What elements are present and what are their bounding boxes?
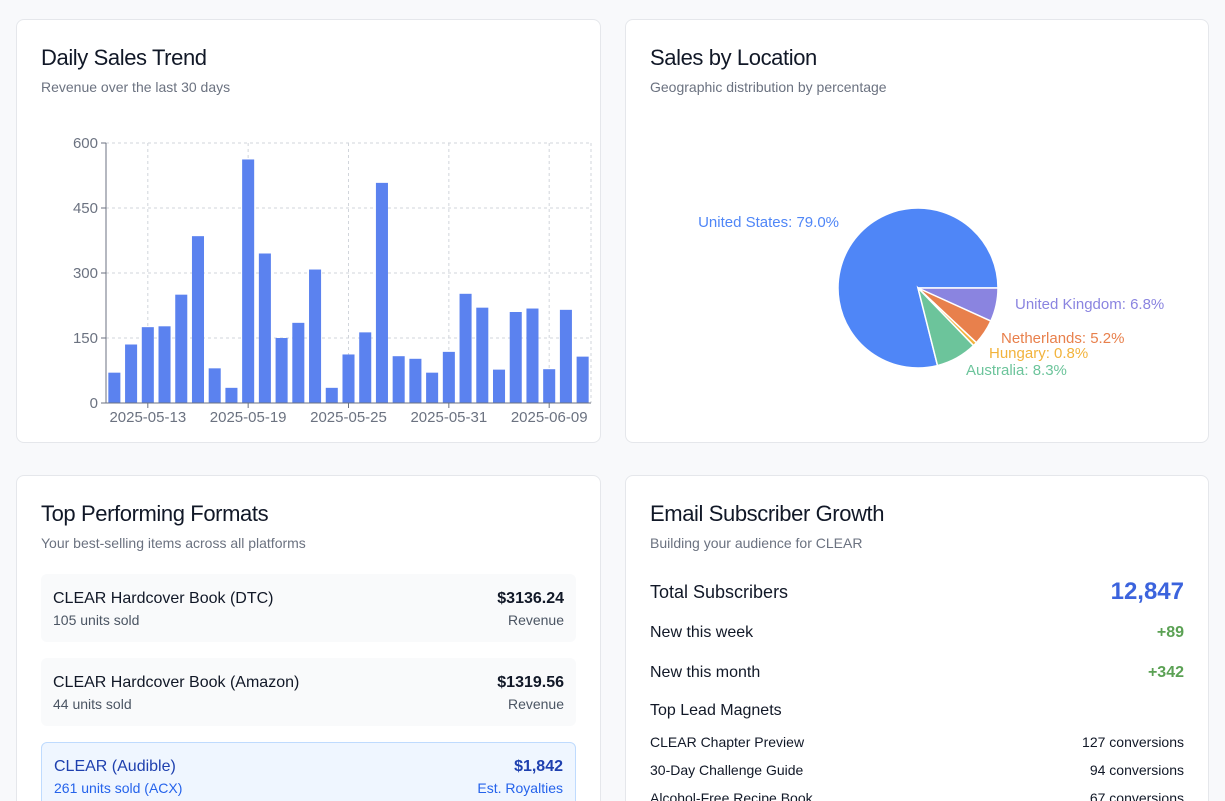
bar (476, 307, 489, 403)
format-amount: $1,842 (514, 758, 563, 775)
format-amount: $1319.56 (497, 674, 564, 691)
format-item[interactable]: CLEAR Hardcover Book (DTC) 105 units sol… (41, 574, 576, 642)
y-tick-label: 450 (73, 200, 98, 217)
email-subscriber-growth-card: Email Subscriber Growth Building your au… (625, 475, 1209, 801)
bar (459, 293, 472, 403)
bar (175, 294, 188, 403)
total-subscribers-label: Total Subscribers (650, 581, 789, 602)
bar (125, 344, 138, 403)
x-tick-label: 2025-05-13 (109, 409, 186, 426)
format-item[interactable]: CLEAR Hardcover Book (Amazon) 44 units s… (41, 658, 576, 726)
bar (559, 309, 572, 403)
format-amount: $3136.24 (497, 590, 564, 607)
card-title: Sales by Location (650, 45, 817, 70)
format-name: CLEAR Hardcover Book (Amazon) (53, 674, 300, 691)
bar (342, 354, 355, 403)
new-this-month-row: New this month +342 (650, 664, 1184, 682)
y-tick-label: 300 (73, 265, 98, 282)
bar (359, 332, 372, 403)
pie-slice-label: Hungary: 0.8% (989, 345, 1088, 362)
new-this-week-row: New this week +89 (650, 624, 1184, 642)
card-title: Email Subscriber Growth (650, 501, 885, 526)
new-this-month-value: +342 (1147, 664, 1184, 681)
lead-magnet-conversions: 127 conversions (1082, 734, 1184, 750)
pie-slice-label: United States: 79.0% (698, 214, 839, 231)
card-subtitle: Your best-selling items across all platf… (41, 535, 306, 551)
format-list: CLEAR Hardcover Book (DTC) 105 units sol… (41, 574, 576, 801)
bar (492, 369, 506, 403)
top-formats-card: Top Performing Formats Your best-selling… (16, 475, 601, 801)
bar (509, 312, 522, 403)
bar (292, 322, 305, 403)
lead-magnet-row: Alcohol-Free Recipe Book 67 conversions (650, 790, 1184, 801)
format-units: 44 units sold (53, 696, 132, 712)
card-subtitle: Building your audience for CLEAR (650, 535, 863, 551)
bar (426, 372, 439, 403)
card-subtitle: Geographic distribution by percentage (650, 79, 887, 95)
x-tick-label: 2025-05-25 (310, 409, 387, 426)
bar (543, 369, 556, 403)
bar (392, 356, 405, 403)
bar (325, 387, 338, 403)
bar (526, 308, 539, 403)
x-tick-label: 2025-05-19 (210, 409, 287, 426)
bar (191, 236, 205, 403)
pie-slice-label: Netherlands: 5.2% (1001, 330, 1124, 347)
format-units: 105 units sold (53, 612, 140, 628)
format-units: 261 units sold (ACX) (54, 780, 183, 796)
y-tick-label: 0 (90, 395, 98, 412)
bar (258, 253, 271, 403)
lead-magnet-row: CLEAR Chapter Preview 127 conversions (650, 734, 1184, 750)
format-amount-label: Revenue (507, 612, 564, 628)
bar (108, 372, 121, 403)
total-subscribers-row: Total Subscribers 12,847 (650, 578, 1184, 606)
card-title: Top Performing Formats (41, 501, 269, 526)
format-item-highlighted[interactable]: CLEAR (Audible) 261 units sold (ACX) $1,… (41, 742, 576, 801)
lead-magnet-conversions: 94 conversions (1089, 762, 1184, 778)
x-tick-label: 2025-06-09 (511, 409, 588, 426)
format-name: CLEAR (Audible) (54, 758, 176, 775)
x-tick-label: 2025-05-31 (410, 409, 487, 426)
lead-magnet-name: Alcohol-Free Recipe Book (650, 790, 813, 801)
format-name: CLEAR Hardcover Book (DTC) (53, 590, 274, 607)
total-subscribers-value: 12,847 (1110, 578, 1184, 605)
new-this-month-label: New this month (650, 664, 761, 681)
lead-magnet-name: 30-Day Challenge Guide (650, 762, 804, 778)
lead-magnets-title: Top Lead Magnets (650, 702, 782, 719)
bar (275, 338, 288, 403)
pie-slice-label: Australia: 8.3% (966, 362, 1067, 379)
bar (375, 182, 388, 403)
bar (242, 159, 255, 403)
bar (409, 358, 422, 403)
lead-magnet-row: 30-Day Challenge Guide 94 conversions (650, 762, 1184, 778)
new-this-week-value: +89 (1156, 624, 1184, 641)
lead-magnets-list: CLEAR Chapter Preview 127 conversions 30… (650, 734, 1184, 801)
pie-slice-label: United Kingdom: 6.8% (1015, 296, 1164, 313)
pie-slice (916, 285, 975, 367)
lead-magnet-conversions: 67 conversions (1089, 790, 1184, 801)
card-subtitle: Revenue over the last 30 days (41, 79, 231, 95)
y-tick-label: 150 (73, 330, 98, 347)
format-amount-label: Est. Royalties (477, 780, 563, 796)
card-title: Daily Sales Trend (41, 45, 207, 70)
bar (309, 269, 322, 403)
lead-magnet-name: CLEAR Chapter Preview (650, 734, 805, 750)
new-this-week-label: New this week (650, 624, 754, 641)
bar (576, 356, 589, 403)
bar (442, 351, 455, 403)
bar (158, 326, 171, 403)
sales-by-location-card: Sales by Location Geographic distributio… (625, 19, 1209, 443)
bar (141, 327, 154, 403)
y-tick-label: 600 (73, 135, 98, 152)
daily-sales-trend-card: Daily Sales Trend Revenue over the last … (16, 19, 601, 443)
bar (208, 368, 221, 403)
format-amount-label: Revenue (507, 696, 564, 712)
sales-location-pie-chart: United States: 79.0% United Kingdom: 6.8%… (698, 207, 1164, 379)
bar (225, 387, 238, 403)
daily-sales-bar-chart: 0 150 300 450 600 2025-05-13 2025-05-19 2025-05… (73, 135, 592, 426)
